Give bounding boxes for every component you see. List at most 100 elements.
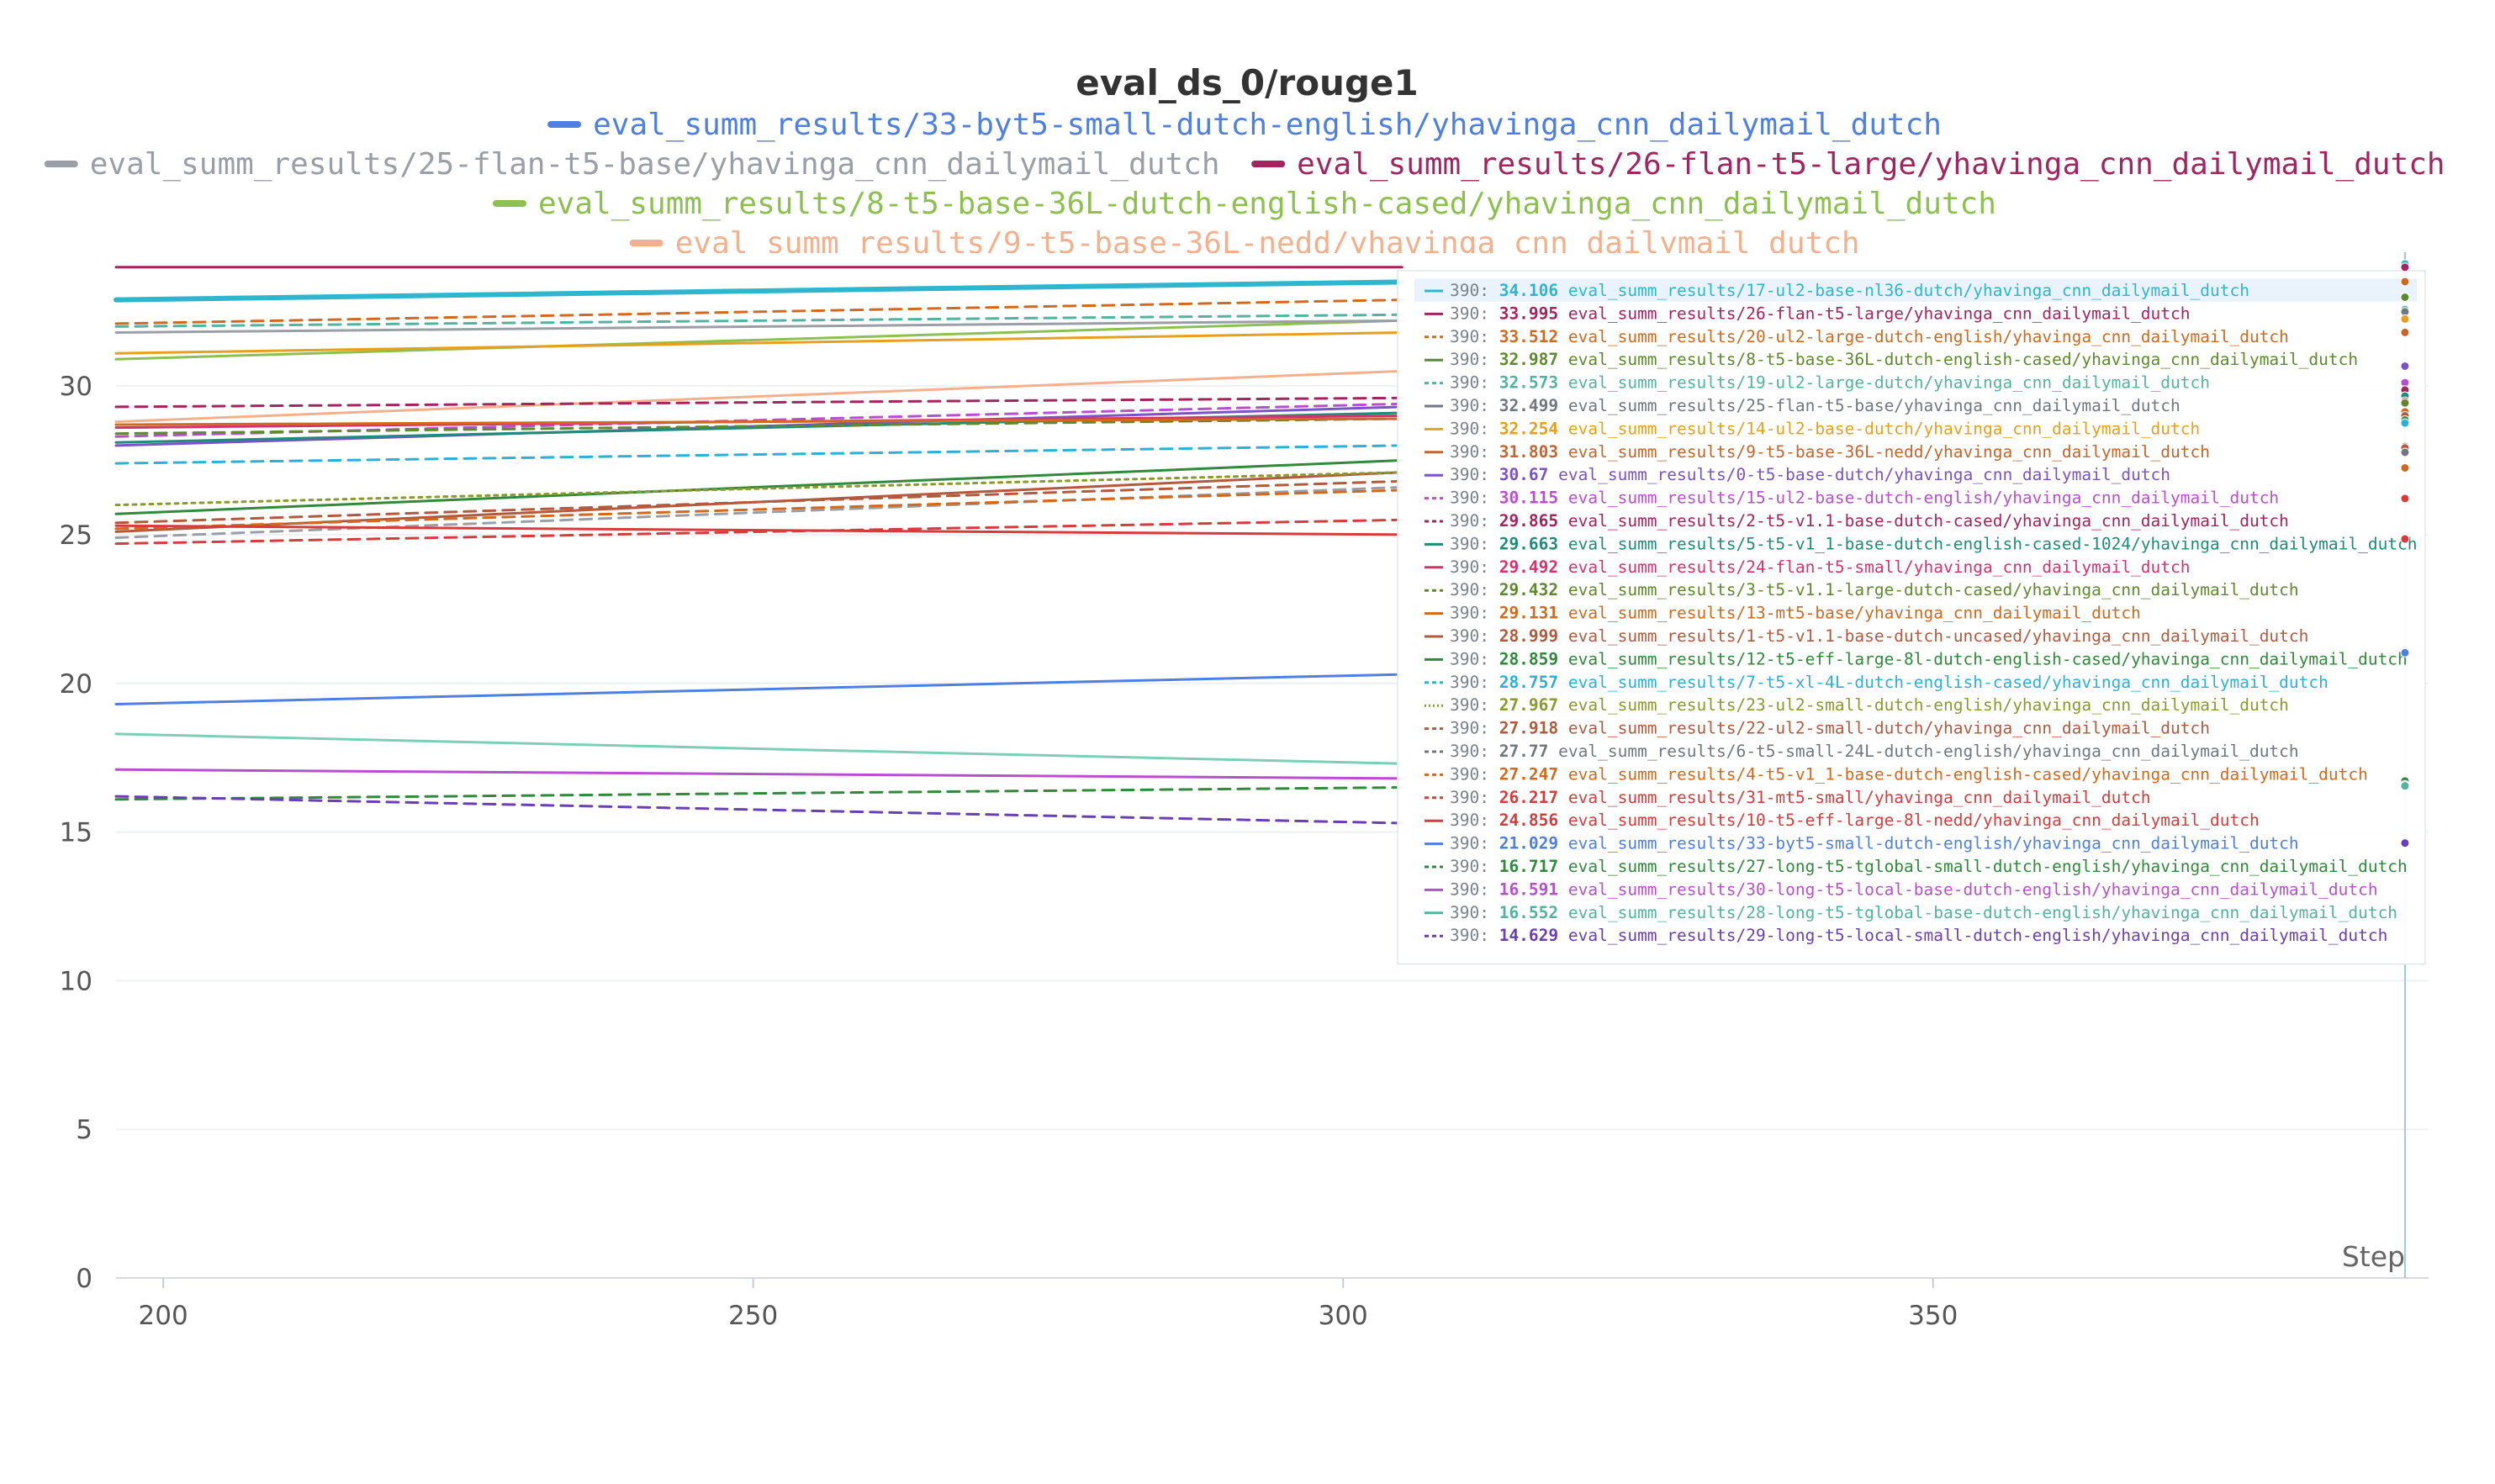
series-line xyxy=(114,444,1403,465)
series-line xyxy=(114,279,1405,303)
tooltip-row: 390: 27.77 eval_summ_results/6-t5-small-… xyxy=(1450,742,2299,761)
tooltip-series-name: eval_summ_results/20-ul2-large-dutch-eng… xyxy=(1568,327,2289,346)
tooltip-step: 390: xyxy=(1450,649,1499,668)
legend-clip xyxy=(0,253,2495,270)
tooltip-row: 390: 30.115 eval_summ_results/15-ul2-bas… xyxy=(1450,489,2279,508)
series-line xyxy=(114,673,1403,705)
tooltip-value: 27.77 xyxy=(1499,742,1558,761)
tooltip-step: 390: xyxy=(1450,834,1499,853)
hover-marker xyxy=(2400,647,2410,658)
tooltip-box xyxy=(1397,270,2426,965)
legend-label: eval_summ_results/8-t5-base-36L-dutch-en… xyxy=(538,187,1996,221)
tooltip-step: 390: xyxy=(1450,604,1499,623)
tooltip-value: 33.995 xyxy=(1499,304,1568,323)
y-tick-label: 0 xyxy=(76,1264,93,1294)
hover-marker xyxy=(2400,398,2410,408)
tooltip-value: 28.757 xyxy=(1499,673,1568,692)
tooltip-series-name: eval_summ_results/27-long-t5-tglobal-sma… xyxy=(1568,857,2408,876)
hover-marker xyxy=(2400,462,2410,473)
tooltip-series-name: eval_summ_results/6-t5-small-24L-dutch-e… xyxy=(1558,742,2299,761)
tooltip-series-name: eval_summ_results/33-byt5-small-dutch-en… xyxy=(1568,834,2299,853)
tooltip-series-name: eval_summ_results/14-ul2-base-dutch/yhav… xyxy=(1568,419,2200,438)
tooltip-step: 390: xyxy=(1450,811,1499,830)
hover-marker xyxy=(2400,838,2410,848)
hover-marker xyxy=(2400,277,2410,287)
tooltip-step: 390: xyxy=(1450,926,1499,945)
series-line xyxy=(114,489,1403,531)
tooltip-value: 14.629 xyxy=(1499,926,1568,945)
tooltip-series-name: eval_summ_results/1-t5-v1.1-base-dutch-u… xyxy=(1568,626,2309,646)
tooltip-series-name: eval_summ_results/5-t5-v1_1-base-dutch-e… xyxy=(1568,534,2418,553)
tooltip-value: 27.967 xyxy=(1499,695,1568,715)
tooltip-row: 390: 26.217 eval_summ_results/31-mt5-sma… xyxy=(1450,788,2151,807)
x-axis-label: Step xyxy=(2342,1240,2405,1273)
legend-label: eval_summ_results/26-flan-t5-large/yhavi… xyxy=(1297,147,2445,182)
tooltip-step: 390: xyxy=(1450,626,1499,646)
series-lines xyxy=(114,266,1405,825)
tooltip-series-name: eval_summ_results/23-ul2-small-dutch-eng… xyxy=(1568,695,2289,715)
tooltip-value: 31.803 xyxy=(1499,442,1568,462)
series-line xyxy=(114,369,1403,424)
tooltip-row: 390: 28.757 eval_summ_results/7-t5-xl-4L… xyxy=(1450,673,2328,692)
tooltip-step: 390: xyxy=(1450,557,1499,577)
tooltip-step: 390: xyxy=(1450,281,1499,300)
series-line xyxy=(114,479,1403,525)
series-line xyxy=(114,319,1403,361)
tooltip-row: 390: 34.106 eval_summ_results/17-ul2-bas… xyxy=(1450,281,2249,300)
tooltip-step: 390: xyxy=(1450,673,1499,692)
tooltip-row: 390: 31.803 eval_summ_results/9-t5-base-… xyxy=(1450,442,2210,462)
tooltip-value: 24.856 xyxy=(1499,811,1568,830)
tooltip-step: 390: xyxy=(1450,580,1499,599)
tooltip-series-name: eval_summ_results/7-t5-xl-4L-dutch-engli… xyxy=(1568,673,2328,692)
tooltip-step: 390: xyxy=(1450,373,1499,393)
tooltip-row: 390: 28.999 eval_summ_results/1-t5-v1.1-… xyxy=(1450,626,2308,646)
tooltip-value: 16.552 xyxy=(1499,903,1568,922)
tooltip-step: 390: xyxy=(1450,719,1499,738)
tooltip-step: 390: xyxy=(1450,396,1499,415)
tooltip-step: 390: xyxy=(1450,419,1499,438)
series-line xyxy=(114,313,1403,328)
tooltip-series-name: eval_summ_results/0-t5-base-dutch/yhavin… xyxy=(1558,465,2170,484)
series-line xyxy=(114,768,1403,780)
tooltip-series-name: eval_summ_results/25-flan-t5-base/yhavin… xyxy=(1568,396,2180,415)
series-line xyxy=(114,518,1403,546)
tooltip-row: 390: 27.967 eval_summ_results/23-ul2-sma… xyxy=(1450,695,2289,715)
tooltip-value: 29.131 xyxy=(1499,604,1568,623)
tooltip-series-name: eval_summ_results/26-flan-t5-large/yhavi… xyxy=(1568,304,2191,323)
tooltip-row: 390: 32.987 eval_summ_results/8-t5-base-… xyxy=(1450,350,2358,369)
series-line xyxy=(114,396,1403,409)
series-line xyxy=(114,524,1403,536)
hover-marker xyxy=(2400,418,2410,428)
series-line xyxy=(114,732,1403,765)
hover-marker xyxy=(2400,293,2410,303)
series-line xyxy=(114,417,1403,426)
x-tick-label: 300 xyxy=(1319,1301,1368,1331)
legend: eval_summ_results/33-byt5-small-dutch-en… xyxy=(0,108,2495,270)
tooltip-row: 390: 28.859 eval_summ_results/12-t5-eff-… xyxy=(1450,649,2408,668)
tooltip-row: 390: 29.865 eval_summ_results/2-t5-v1.1-… xyxy=(1450,511,2289,531)
tooltip-value: 29.492 xyxy=(1499,557,1568,577)
legend-label: eval_summ_results/25-flan-t5-base/yhavin… xyxy=(90,147,1220,182)
hover-tooltip: 390: 34.106 eval_summ_results/17-ul2-bas… xyxy=(1397,270,2426,965)
legend-label: eval_summ_results/33-byt5-small-dutch-en… xyxy=(593,108,1942,142)
tooltip-row: 390: 27.918 eval_summ_results/22-ul2-sma… xyxy=(1450,719,2210,738)
tooltip-value: 28.999 xyxy=(1499,626,1568,646)
tooltip-series-name: eval_summ_results/13-mt5-base/yhavinga_c… xyxy=(1568,604,2141,623)
tooltip-value: 26.217 xyxy=(1499,788,1568,807)
tooltip-series-name: eval_summ_results/28-long-t5-tglobal-bas… xyxy=(1568,903,2397,922)
tooltip-row: 390: 33.512 eval_summ_results/20-ul2-lar… xyxy=(1450,327,2289,346)
chart-title: eval_ds_0/rouge1 xyxy=(1076,62,1418,103)
tooltip-value: 32.573 xyxy=(1499,373,1568,393)
tooltip-value: 16.717 xyxy=(1499,857,1568,876)
tooltip-step: 390: xyxy=(1450,742,1499,761)
tooltip-series-name: eval_summ_results/3-t5-v1.1-large-dutch-… xyxy=(1568,580,2299,599)
tooltip-series-name: eval_summ_results/30-long-t5-local-base-… xyxy=(1568,879,2378,899)
y-tick-label: 20 xyxy=(60,669,93,700)
tooltip-series-name: eval_summ_results/29-long-t5-local-small… xyxy=(1568,926,2387,945)
tooltip-series-name: eval_summ_results/2-t5-v1.1-base-dutch-c… xyxy=(1568,511,2289,531)
tooltip-row: 390: 32.254 eval_summ_results/14-ul2-bas… xyxy=(1450,419,2200,438)
tooltip-step: 390: xyxy=(1450,788,1499,807)
tooltip-series-name: eval_summ_results/12-t5-eff-large-8l-dut… xyxy=(1568,649,2408,668)
hover-marker xyxy=(2400,361,2410,371)
tooltip-step: 390: xyxy=(1450,489,1499,508)
